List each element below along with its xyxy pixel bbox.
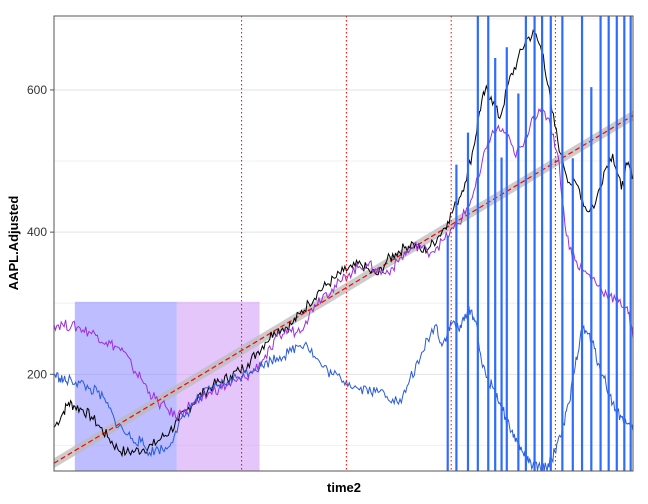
y-tick-label: 600 <box>27 83 47 97</box>
y-axis-title: AAPL.Adjusted <box>6 196 21 291</box>
y-tick-label: 400 <box>27 225 47 239</box>
series-line <box>54 29 633 458</box>
series-layer <box>54 16 633 471</box>
series-line <box>54 305 633 471</box>
y-axis-ticks: 200 400 600 <box>27 83 54 381</box>
x-axis-title: time2 <box>327 480 361 495</box>
series-line <box>54 105 633 423</box>
y-tick-label: 200 <box>27 367 47 381</box>
plot-frame <box>53 15 634 472</box>
trend-line <box>54 115 633 464</box>
shaded-regions <box>74 301 260 471</box>
